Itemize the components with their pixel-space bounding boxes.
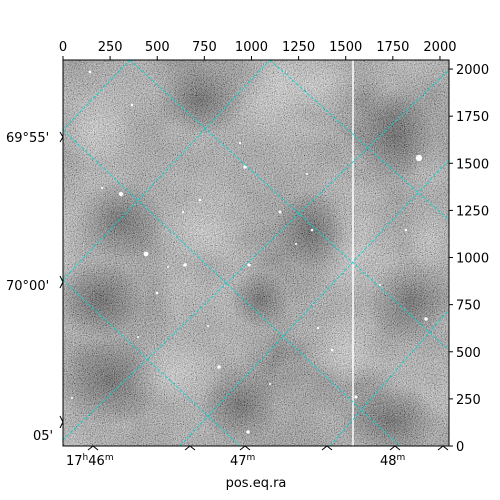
vertical-streak [352, 60, 354, 446]
plot-frame [62, 59, 450, 447]
right-tick-label: 1500 [456, 157, 489, 172]
top-pixel-axis: 0 250 500 750 1000 1250 1500 1750 2000 [59, 40, 457, 60]
top-tick-label: 750 [192, 40, 217, 55]
right-tick-label: 1750 [456, 110, 489, 125]
dec-axis: 69°55' 70°00' 05' [6, 131, 64, 444]
sky-image [63, 60, 449, 446]
right-pixel-axis: 0 250 500 750 1000 1250 1500 1750 2000 [449, 63, 489, 455]
ra-axis: 17h46m 47m 48m [66, 445, 449, 469]
dec-tick-label: 70°00' [6, 279, 49, 294]
top-tick-label: 1000 [235, 40, 268, 55]
point-sources [71, 70, 428, 434]
top-tick-label: 0 [59, 40, 67, 55]
ra-tick-label-1: 47m [230, 453, 255, 469]
top-tick-label: 500 [145, 40, 170, 55]
top-tick-label: 1500 [329, 40, 362, 55]
top-tick-label: 1250 [282, 40, 315, 55]
right-tick-label: 250 [456, 393, 481, 408]
x-axis-title: pos.eq.ra [226, 476, 287, 491]
right-tick-label: 500 [456, 346, 481, 361]
right-tick-label: 1250 [456, 204, 489, 219]
right-tick-label: 2000 [456, 63, 489, 78]
right-tick-label: 0 [456, 440, 464, 455]
right-tick-label: 750 [456, 299, 481, 314]
ra-tick-label-2: 48m [380, 453, 405, 469]
right-tick-label: 1000 [456, 252, 489, 267]
top-tick-label: 250 [98, 40, 123, 55]
dec-tick-label: 05' [33, 429, 53, 444]
dec-tick-label: 69°55' [6, 131, 49, 146]
top-tick-label: 2000 [423, 40, 456, 55]
top-tick-label: 1750 [376, 40, 409, 55]
ra-tick-label-0: 17h46m [66, 453, 114, 469]
coordinate-grid [63, 60, 449, 446]
